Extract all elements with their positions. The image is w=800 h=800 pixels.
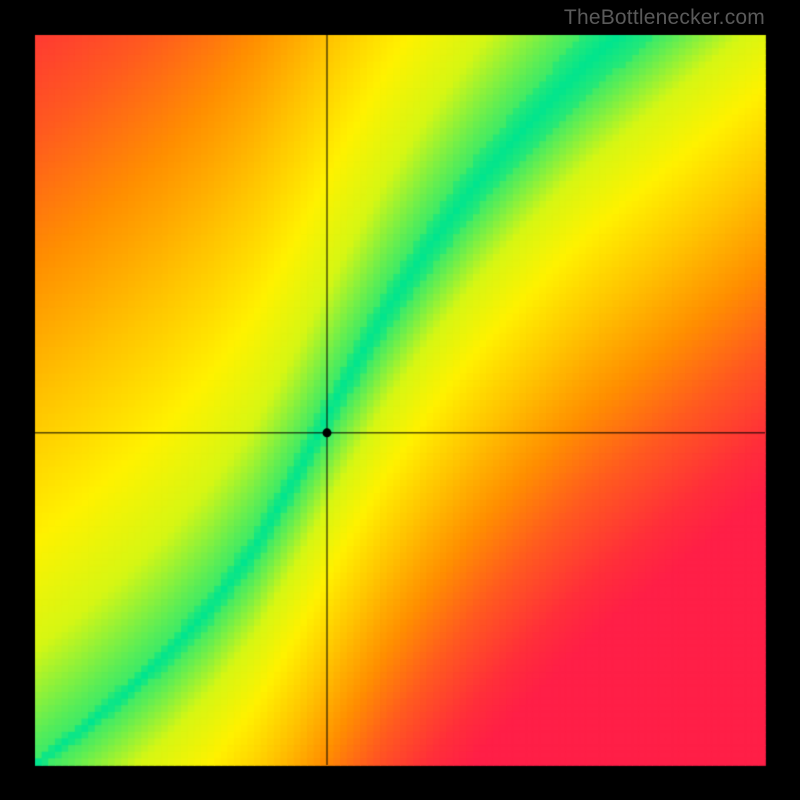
watermark-text: TheBottlenecker.com [564, 6, 765, 30]
chart-container: TheBottlenecker.com [0, 0, 800, 800]
bottleneck-heatmap [0, 0, 800, 800]
